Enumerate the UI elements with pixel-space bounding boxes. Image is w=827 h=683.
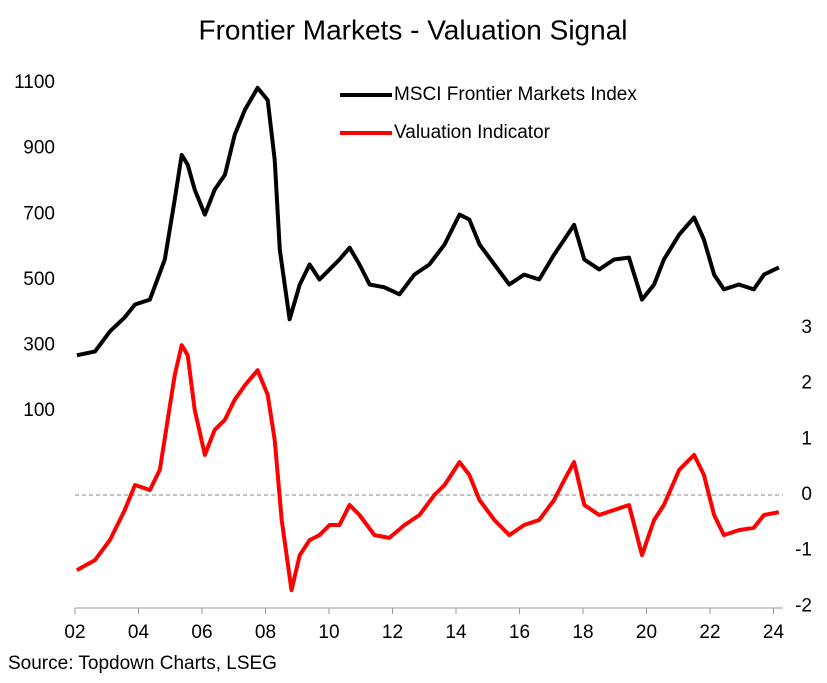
x-tick-label: 22 <box>699 622 720 643</box>
y2-tick-label: -2 <box>795 595 812 616</box>
x-tick-label: 10 <box>318 622 339 643</box>
y2-tick-label: 0 <box>801 484 812 505</box>
y-tick-label: 900 <box>23 138 55 159</box>
y-tick-label: 1100 <box>14 72 55 93</box>
legend-label: Valuation Indicator <box>394 122 551 143</box>
y-tick-label: 500 <box>23 269 55 290</box>
series-line <box>76 85 780 358</box>
y-tick-label: 100 <box>23 400 55 421</box>
legend-label: MSCI Frontier Markets Index <box>394 84 637 105</box>
x-tick-label: 24 <box>763 622 785 643</box>
y-tick-label: 700 <box>23 203 55 224</box>
x-tick-label: 02 <box>64 622 85 643</box>
x-tick-label: 04 <box>128 622 150 643</box>
y-tick-label: 300 <box>23 335 55 356</box>
x-tick-label: 18 <box>572 622 593 643</box>
x-tick-label: 20 <box>636 622 657 643</box>
source-note: Source: Topdown Charts, LSEG <box>8 653 277 674</box>
y2-tick-label: 1 <box>801 428 812 449</box>
chart-title: Frontier Markets - Valuation Signal <box>199 14 628 45</box>
x-tick-label: 14 <box>445 622 467 643</box>
x-tick-label: 06 <box>191 622 212 643</box>
y2-tick-label: -1 <box>795 540 812 561</box>
x-tick-label: 08 <box>255 622 276 643</box>
y2-tick-label: 3 <box>801 317 812 338</box>
y2-tick-label: 2 <box>801 373 812 394</box>
x-tick-label: 12 <box>382 622 403 643</box>
x-tick-label: 16 <box>509 622 530 643</box>
series-line <box>75 343 780 593</box>
